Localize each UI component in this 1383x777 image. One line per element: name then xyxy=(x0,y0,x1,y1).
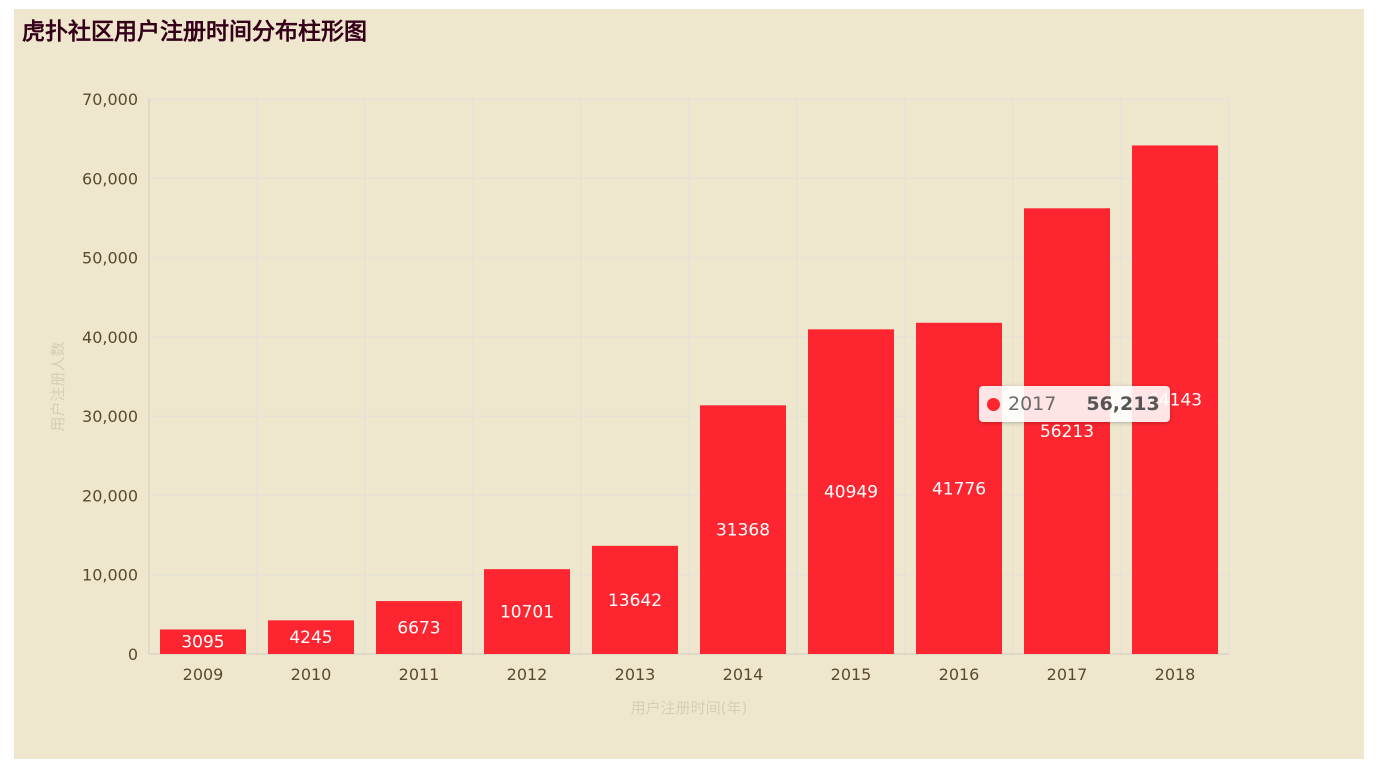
x-tick-label: 2015 xyxy=(831,665,872,684)
x-tick-label: 2014 xyxy=(723,665,764,684)
bar-2011[interactable] xyxy=(376,601,462,654)
data-label: 41776 xyxy=(932,479,986,499)
data-label: 4245 xyxy=(289,628,332,648)
data-label: 10701 xyxy=(500,603,554,623)
y-tick-label: 40,000 xyxy=(82,328,138,347)
data-label: 6673 xyxy=(397,619,440,639)
grid-lines xyxy=(149,98,1230,654)
bar-2017[interactable] xyxy=(1024,208,1110,654)
data-label: 13642 xyxy=(608,591,662,611)
x-axis-label: 用户注册时间(年) xyxy=(631,699,748,717)
x-axis-ticks: 2009 2010 2011 2012 2013 2014 2015 2016 2017 2018 xyxy=(183,665,1196,684)
x-tick-label: 2010 xyxy=(291,665,332,684)
y-tick-label: 20,000 xyxy=(82,486,138,505)
x-tick-label: 2012 xyxy=(507,665,548,684)
y-tick-label: 30,000 xyxy=(82,407,138,426)
bar-2009[interactable] xyxy=(160,629,246,654)
x-tick-label: 2009 xyxy=(183,665,224,684)
y-tick-label: 10,000 xyxy=(82,566,138,585)
bar-2010[interactable] xyxy=(268,620,354,654)
data-label: 31368 xyxy=(716,521,770,541)
bar-2012[interactable] xyxy=(484,569,570,654)
x-tick-label: 2018 xyxy=(1155,665,1196,684)
data-label: 56213 xyxy=(1040,422,1094,442)
bars xyxy=(160,145,1218,655)
data-tooltip: 2017 56,213 xyxy=(979,386,1170,422)
tooltip-series-marker xyxy=(987,397,1000,411)
x-tick-label: 2017 xyxy=(1047,665,1088,684)
tooltip-category: 2017 xyxy=(1008,393,1057,415)
y-axis-ticks: 0 10,000 20,000 30,000 40,000 50,000 60,000 70,… xyxy=(82,90,138,664)
data-label: 3095 xyxy=(181,633,224,653)
y-tick-label: 60,000 xyxy=(82,169,138,188)
y-axis-label: 用户注册人数 xyxy=(49,341,67,431)
y-tick-label: 50,000 xyxy=(82,249,138,268)
data-label: 40949 xyxy=(824,483,878,503)
y-tick-label: 70,000 xyxy=(82,90,138,109)
x-tick-label: 2011 xyxy=(399,665,440,684)
x-tick-label: 2013 xyxy=(615,665,656,684)
chart-title: 虎扑社区用户注册时间分布柱形图 xyxy=(22,19,367,45)
y-tick-label: 0 xyxy=(128,645,138,664)
bar-2014[interactable] xyxy=(700,405,786,654)
bar-2013[interactable] xyxy=(592,545,678,654)
bar-2016[interactable] xyxy=(916,322,1002,654)
x-tick-label: 2016 xyxy=(939,665,980,684)
tooltip-value: 56,213 xyxy=(1086,393,1160,415)
bar-2015[interactable] xyxy=(808,329,894,654)
